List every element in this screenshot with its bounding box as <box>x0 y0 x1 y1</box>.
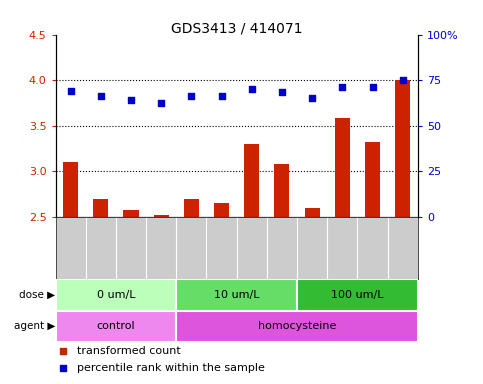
Bar <box>56 311 176 342</box>
Bar <box>244 144 259 217</box>
Point <box>127 97 135 103</box>
Point <box>218 93 226 99</box>
Bar <box>124 210 139 217</box>
Text: agent ▶: agent ▶ <box>14 321 56 331</box>
Point <box>278 89 286 95</box>
Bar <box>176 311 418 342</box>
Text: homocysteine: homocysteine <box>258 321 336 331</box>
Point <box>248 86 256 92</box>
Point <box>187 93 195 99</box>
Bar <box>63 162 78 217</box>
Point <box>67 88 74 94</box>
Text: dose ▶: dose ▶ <box>19 290 56 300</box>
Bar <box>395 80 410 217</box>
Point <box>399 77 407 83</box>
Bar <box>335 118 350 217</box>
Bar <box>365 142 380 217</box>
Bar <box>56 280 176 311</box>
Point <box>59 365 67 371</box>
Point <box>339 83 346 89</box>
Text: 0 um/L: 0 um/L <box>97 290 135 300</box>
Point <box>97 93 105 99</box>
Point <box>157 100 165 106</box>
Bar <box>305 208 320 217</box>
Text: GDS3413 / 414071: GDS3413 / 414071 <box>171 21 302 35</box>
Bar <box>184 199 199 217</box>
Point <box>369 84 376 91</box>
Bar <box>214 203 229 217</box>
Text: control: control <box>97 321 135 331</box>
Text: 10 um/L: 10 um/L <box>214 290 259 300</box>
Text: 100 um/L: 100 um/L <box>331 290 384 300</box>
Bar <box>93 199 108 217</box>
Bar <box>176 280 297 311</box>
Text: transformed count: transformed count <box>77 346 181 356</box>
Point <box>308 95 316 101</box>
Bar <box>274 164 289 217</box>
Point <box>59 348 67 354</box>
Bar <box>297 280 418 311</box>
Text: percentile rank within the sample: percentile rank within the sample <box>77 363 265 373</box>
Bar <box>154 215 169 217</box>
